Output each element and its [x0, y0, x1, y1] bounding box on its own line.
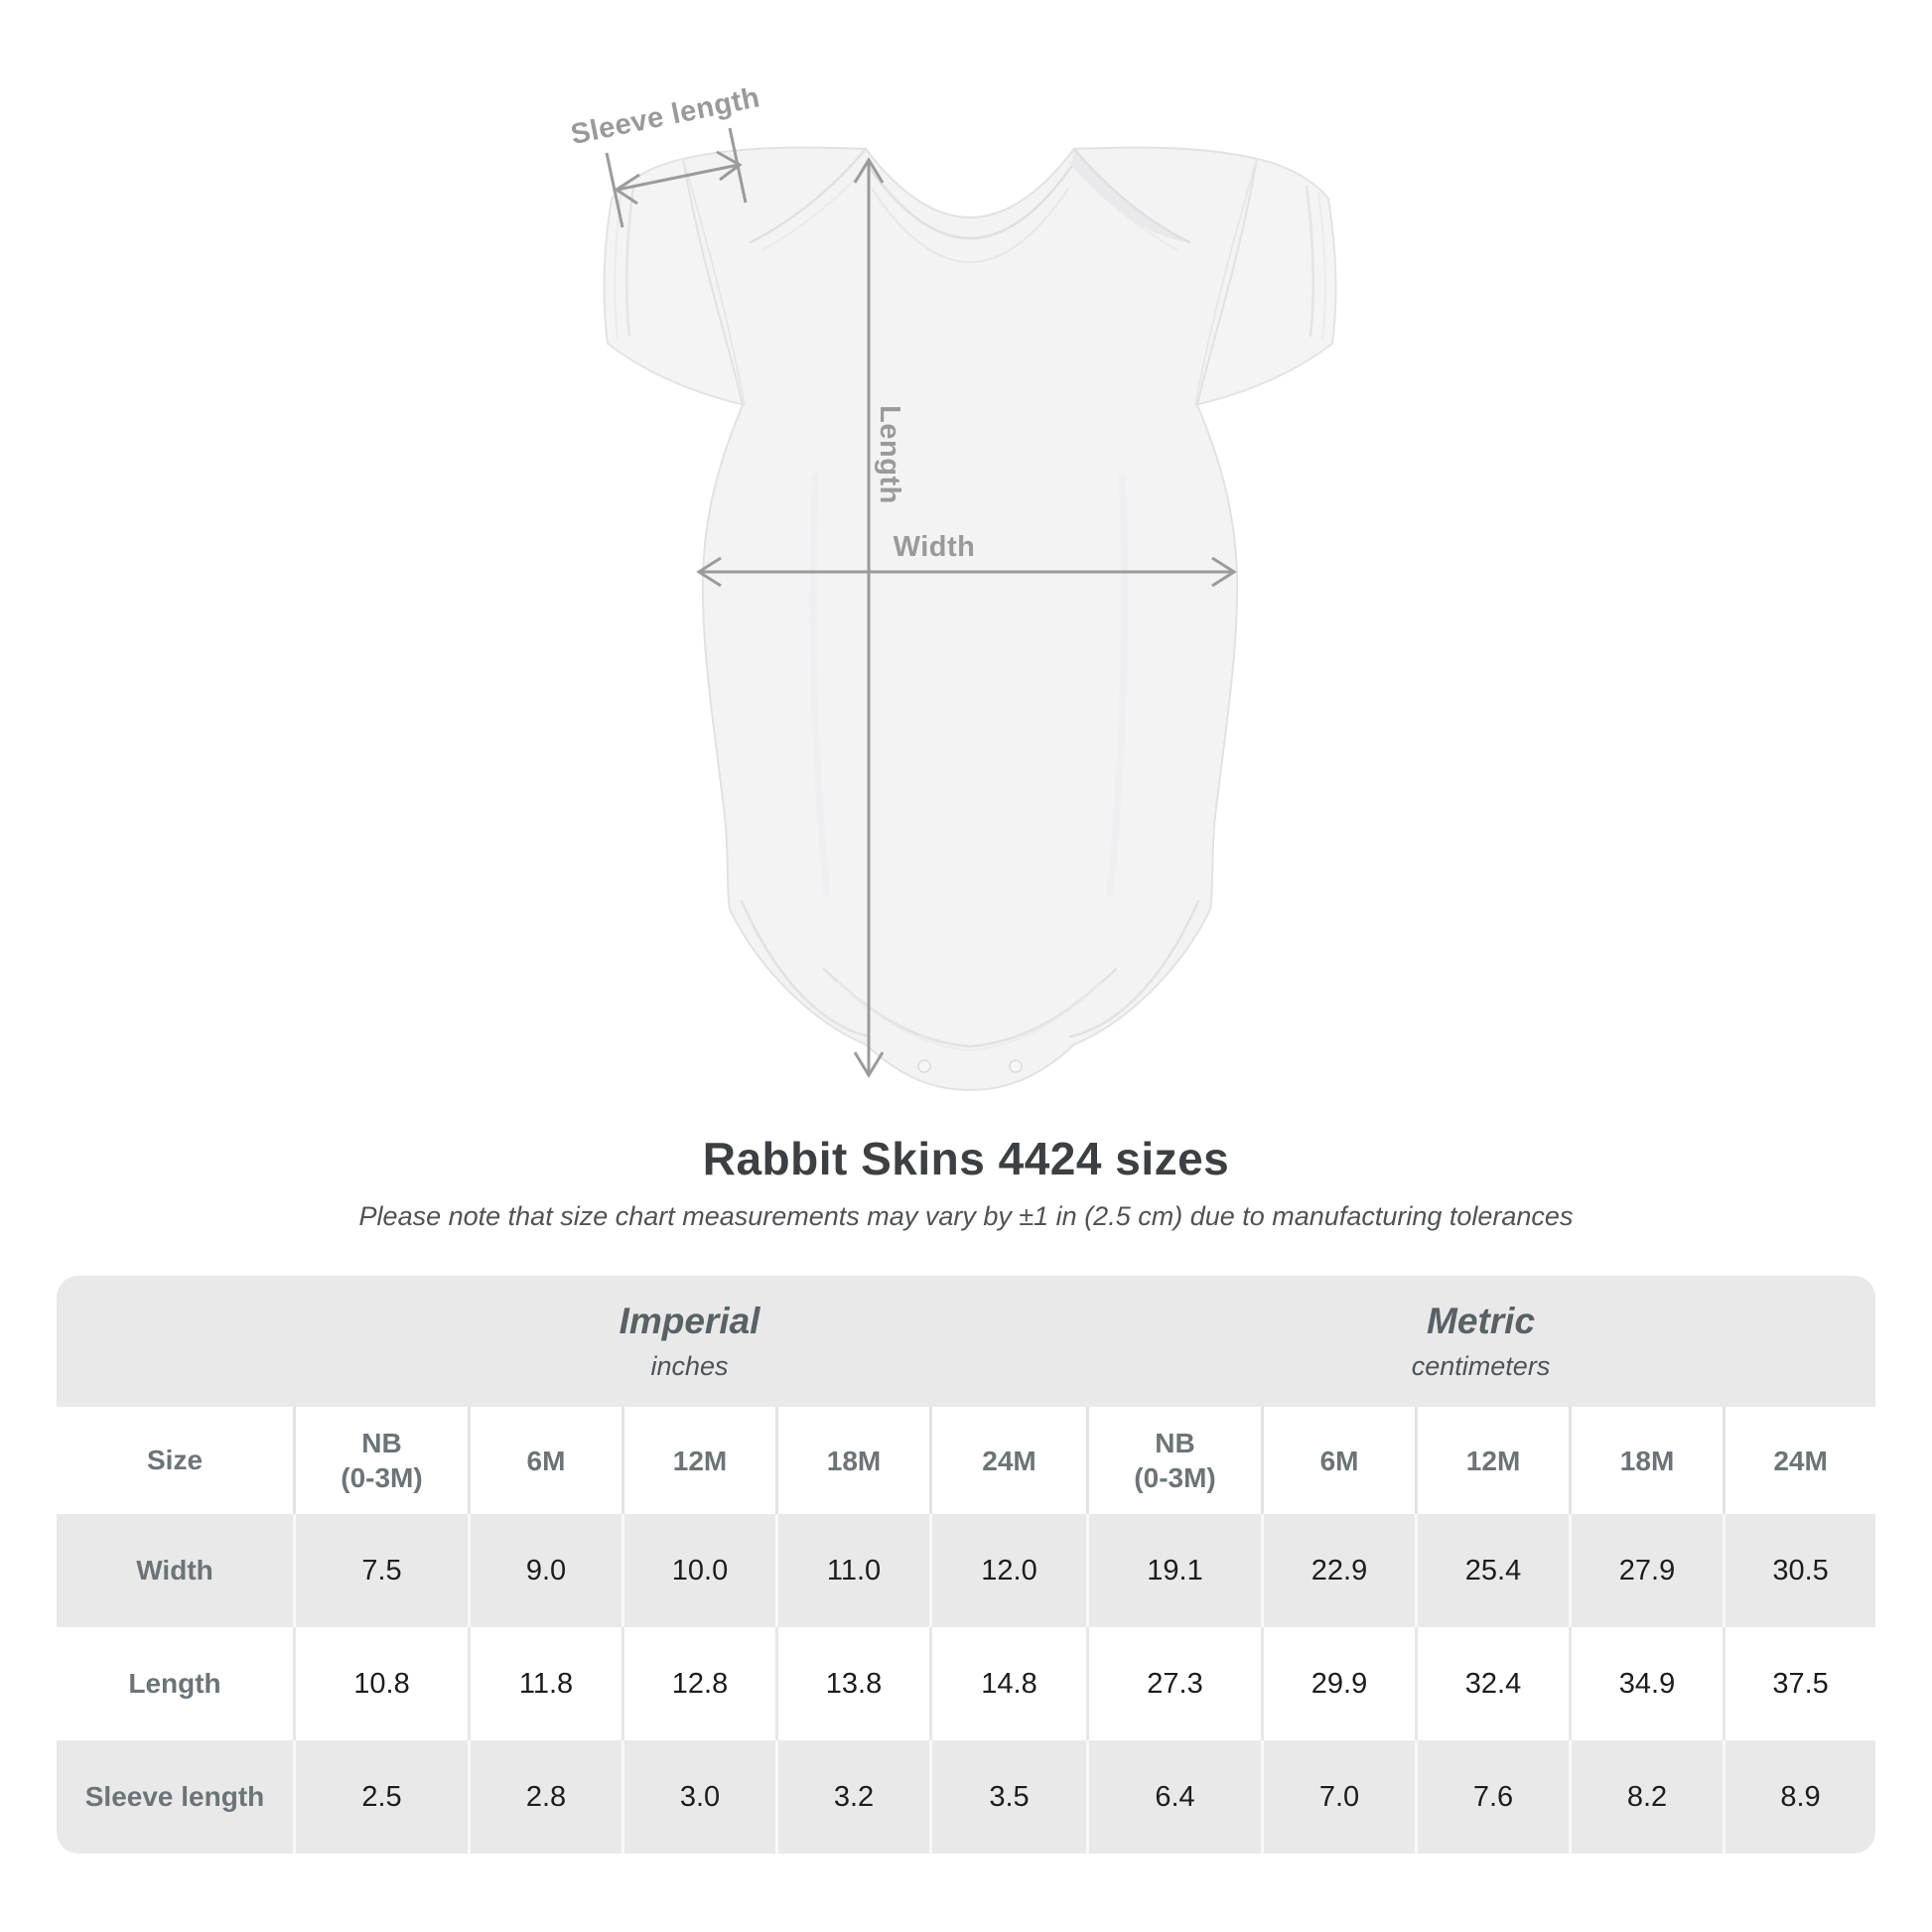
imperial-label: Imperial [619, 1301, 760, 1341]
width-arrowhead-left [696, 556, 722, 588]
cell-length-nb-cm: 27.3 [1086, 1627, 1262, 1740]
cell-sleeve-18m-cm: 8.2 [1569, 1740, 1724, 1854]
row-label-width: Width [57, 1514, 293, 1627]
cell-sleeve-12m-in: 3.0 [621, 1740, 775, 1854]
cell-sleeve-nb-in: 2.5 [293, 1740, 468, 1854]
column-header-6m-metric: 6M [1261, 1407, 1416, 1514]
bodysuit-illustration [603, 146, 1337, 1091]
unit-group-imperial: Imperial inches [293, 1276, 1087, 1407]
cell-length-18m-cm: 34.9 [1569, 1627, 1724, 1740]
length-row: Length 10.8 11.8 12.8 13.8 14.8 27.3 29.… [57, 1627, 1875, 1740]
size-table-container: Imperial inches Metric centimeters Size … [57, 1276, 1875, 1854]
column-header-24m-imperial: 24M [929, 1407, 1087, 1514]
column-header-18m-metric: 18M [1569, 1407, 1724, 1514]
cell-length-12m-cm: 32.4 [1415, 1627, 1570, 1740]
neck-binding-inner [867, 165, 1073, 240]
cell-sleeve-12m-cm: 7.6 [1415, 1740, 1570, 1854]
cell-width-12m-cm: 25.4 [1415, 1514, 1570, 1627]
cell-length-18m-in: 13.8 [775, 1627, 929, 1740]
column-header-24m-metric: 24M [1723, 1407, 1875, 1514]
sleeve-tick-left [605, 152, 624, 228]
crotch-flap-seam-2 [837, 982, 1103, 1051]
cell-length-24m-in: 14.8 [929, 1627, 1087, 1740]
left-lap-flap-edge [749, 147, 868, 244]
length-arrowhead-bottom [853, 1051, 885, 1078]
right-cuff-binding-2 [1317, 192, 1326, 340]
cell-sleeve-6m-cm: 7.0 [1261, 1740, 1416, 1854]
sleeve-tick-right [728, 127, 748, 204]
column-header-12m-imperial: 12M [621, 1407, 775, 1514]
unit-band-row: Imperial inches Metric centimeters [57, 1276, 1875, 1407]
cell-length-24m-cm: 37.5 [1723, 1627, 1875, 1740]
width-arrowhead-right [1211, 556, 1237, 588]
width-line [696, 556, 1237, 588]
width-row: Width 7.5 9.0 10.0 11.0 12.0 19.1 22.9 2… [57, 1514, 1875, 1627]
left-armhole-seam [682, 158, 746, 406]
right-cuff-binding [1305, 185, 1315, 338]
sleeve-length-arrow [605, 127, 748, 228]
cell-length-6m-cm: 29.9 [1261, 1627, 1416, 1740]
snap-left [917, 1059, 931, 1073]
torso [682, 146, 1258, 1091]
cell-sleeve-24m-cm: 8.9 [1723, 1740, 1875, 1854]
metric-unit: centimeters [1411, 1351, 1551, 1381]
left-cuff-binding [624, 185, 635, 338]
crotch-flap-seam [822, 967, 1118, 1048]
product-figure: Sleeve length Length Width [568, 81, 1337, 1091]
cell-width-24m-cm: 30.5 [1723, 1514, 1875, 1627]
cell-length-6m-in: 11.8 [468, 1627, 621, 1740]
column-header-18m-imperial: 18M [775, 1407, 929, 1514]
size-column-header: Size [57, 1407, 293, 1514]
sleeve-arrowhead-right [716, 150, 743, 182]
cell-length-nb-in: 10.8 [293, 1627, 468, 1740]
cell-sleeve-6m-in: 2.8 [468, 1740, 621, 1854]
imperial-unit: inches [650, 1351, 729, 1381]
sleeve-length-row: Sleeve length 2.5 2.8 3.0 3.2 3.5 6.4 7.… [57, 1740, 1875, 1854]
right-armhole-seam [1194, 158, 1258, 406]
cell-width-6m-cm: 22.9 [1261, 1514, 1416, 1627]
snap-right [1009, 1059, 1023, 1073]
fold-right [1106, 473, 1129, 897]
row-label-sleeve-length: Sleeve length [57, 1740, 293, 1854]
page-title: Rabbit Skins 4424 sizes [702, 1133, 1230, 1184]
cell-width-18m-cm: 27.9 [1569, 1514, 1724, 1627]
length-line [853, 157, 885, 1078]
cell-length-12m-in: 12.8 [621, 1627, 775, 1740]
right-lap-flap-seam [1068, 161, 1178, 251]
right-leg-binding [1068, 899, 1200, 1038]
neck-seam [871, 188, 1069, 263]
bodysuit-size-diagram: Sleeve length Length Width [568, 81, 1337, 1091]
cell-width-24m-in: 12.0 [929, 1514, 1087, 1627]
fold-left [809, 473, 831, 897]
column-header-nb-metric: NB (0-3M) [1086, 1407, 1262, 1514]
cell-width-nb-cm: 19.1 [1086, 1514, 1262, 1627]
cell-sleeve-18m-in: 3.2 [775, 1740, 929, 1854]
right-lap-flap-edge [1072, 147, 1191, 244]
measurement-annotations [605, 127, 1237, 1078]
cell-width-nb-in: 7.5 [293, 1514, 468, 1627]
column-header-nb-imperial: NB (0-3M) [293, 1407, 468, 1514]
sleeve-arrowhead-left [614, 173, 640, 206]
column-header-6m-imperial: 6M [468, 1407, 621, 1514]
row-label-length: Length [57, 1627, 293, 1740]
left-leg-binding [740, 899, 872, 1038]
cell-width-6m-in: 9.0 [468, 1514, 621, 1627]
unit-group-metric: Metric centimeters [1086, 1276, 1875, 1407]
length-label: Length [874, 405, 905, 504]
column-header-12m-metric: 12M [1415, 1407, 1570, 1514]
cell-sleeve-24m-in: 3.5 [929, 1740, 1087, 1854]
size-header-row: Size NB (0-3M) 6M 12M 18M 24M NB (0-3M) 6M… [57, 1407, 1875, 1514]
metric-label: Metric [1427, 1301, 1536, 1341]
length-arrowhead-top [853, 157, 885, 184]
unit-band-corner [57, 1276, 293, 1407]
cell-width-18m-in: 11.0 [775, 1514, 929, 1627]
size-table: Imperial inches Metric centimeters Size … [57, 1276, 1875, 1854]
cell-sleeve-nb-cm: 6.4 [1086, 1740, 1262, 1854]
cell-width-12m-in: 10.0 [621, 1514, 775, 1627]
width-label: Width [894, 531, 976, 563]
tolerance-note: Please note that size chart measurements… [358, 1201, 1574, 1231]
